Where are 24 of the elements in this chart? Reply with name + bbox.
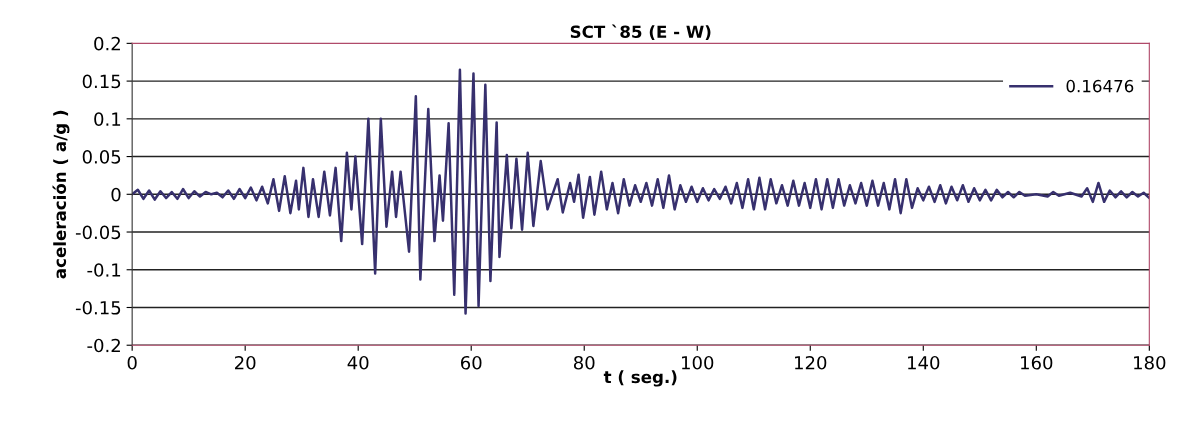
legend-label: 0.16476: [1066, 79, 1134, 93]
x-tick-label: 100: [682, 355, 714, 370]
x-tick-label: 140: [908, 355, 940, 370]
x-axis-title: t ( seg.): [603, 370, 677, 387]
y-tick-label: 0: [111, 187, 121, 202]
y-tick-label: 0.1: [94, 112, 121, 126]
x-tick-label: 80: [573, 355, 595, 370]
x-tick-label: 120: [795, 355, 827, 370]
y-tick-label: -0.1: [87, 263, 121, 277]
line-series: [132, 68, 1150, 315]
y-tick-label: 0.2: [94, 36, 120, 51]
y-axis-title: aceleración ( a/g ): [52, 110, 70, 279]
x-tick-label: 40: [347, 355, 369, 370]
y-tick-label: -0.05: [75, 225, 121, 240]
x-tick-label: 160: [1021, 355, 1053, 370]
x-tick-label: 180: [1134, 355, 1166, 370]
y-tick-label: -0.2: [87, 338, 120, 353]
chart-title: SCT `85 (E - W): [570, 24, 711, 41]
y-tick-label: 0.15: [82, 74, 121, 89]
x-tick-label: 60: [460, 355, 482, 370]
y-tick-label: 0.05: [82, 150, 121, 164]
x-tick-label: 0: [127, 355, 137, 370]
y-tick-label: -0.15: [75, 300, 121, 315]
x-tick-label: 20: [235, 355, 256, 370]
